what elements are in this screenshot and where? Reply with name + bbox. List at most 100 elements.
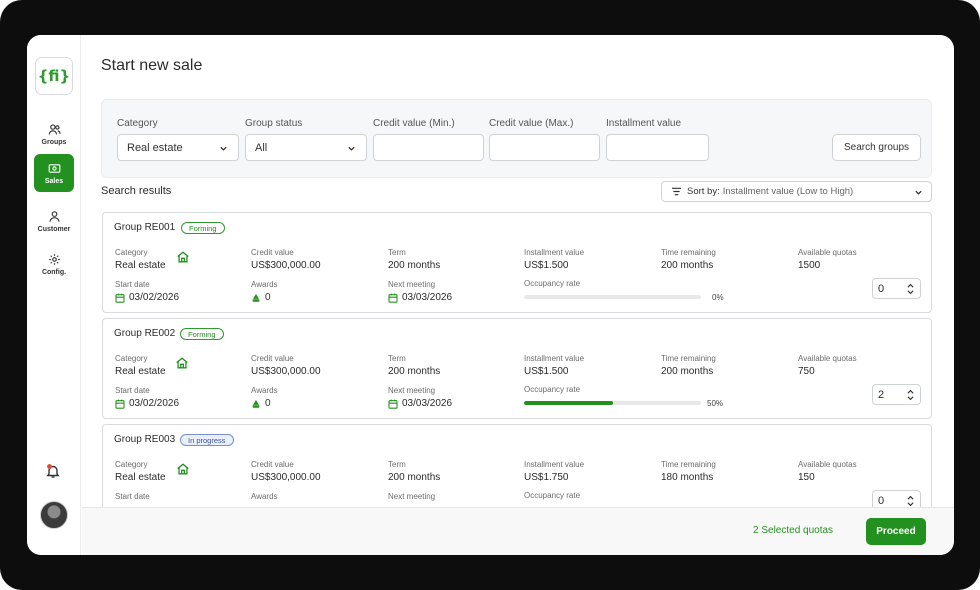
group-status-select-value: All bbox=[255, 141, 268, 154]
start-date-value: 03/02/2026 bbox=[129, 292, 180, 303]
installment-input[interactable] bbox=[606, 134, 709, 161]
occupancy-rate-label: Occupancy rate bbox=[524, 279, 581, 288]
start-date-label: Start date bbox=[115, 386, 150, 395]
stepper-arrows-icon[interactable] bbox=[906, 388, 915, 402]
stepper-arrows-icon[interactable] bbox=[906, 282, 915, 296]
time-remaining-label: Time remaining bbox=[661, 354, 716, 363]
calendar-icon bbox=[388, 293, 398, 303]
quantity-value: 0 bbox=[878, 494, 885, 507]
available-quotas-label: Available quotas bbox=[798, 248, 857, 257]
start-date-label: Start date bbox=[115, 492, 150, 501]
sidebar-item-customer[interactable]: Customer bbox=[34, 202, 74, 240]
occupancy-percent: 50% bbox=[707, 399, 724, 408]
credit-min-input[interactable] bbox=[373, 134, 484, 161]
group-name: Group RE001 bbox=[114, 222, 176, 233]
term-label: Term bbox=[388, 248, 406, 257]
gear-icon bbox=[48, 253, 60, 265]
installment-label: Installment value bbox=[606, 118, 682, 129]
category-label: Category bbox=[115, 460, 148, 469]
term-value: 200 months bbox=[388, 366, 441, 377]
awards-label: Awards bbox=[251, 386, 278, 395]
occupancy-bar-fill bbox=[524, 401, 613, 405]
term-value: 200 months bbox=[388, 260, 441, 271]
notification-bell-icon[interactable] bbox=[45, 463, 61, 479]
house-icon bbox=[177, 463, 189, 475]
app-logo[interactable]: {fi} bbox=[35, 57, 73, 95]
search-groups-button[interactable]: Search groups bbox=[832, 134, 921, 161]
credit-value: US$300,000.00 bbox=[251, 260, 321, 271]
quantity-value: 2 bbox=[878, 388, 885, 401]
term-value: 200 months bbox=[388, 472, 441, 483]
sidebar-item-label: Customer bbox=[37, 225, 71, 233]
proceed-button[interactable]: Proceed bbox=[866, 518, 926, 545]
sidebar-item-label: Groups bbox=[41, 138, 67, 146]
start-date-label: Start date bbox=[115, 280, 150, 289]
time-remaining-label: Time remaining bbox=[661, 248, 716, 257]
next-meeting-label: Next meeting bbox=[388, 280, 436, 289]
group-name: Group RE003 bbox=[114, 434, 176, 445]
credit-max-label: Credit value (Max.) bbox=[489, 118, 574, 129]
award-icon bbox=[252, 293, 260, 302]
credit-max-input[interactable] bbox=[489, 134, 600, 161]
sort-value: Installment value (Low to High) bbox=[722, 186, 854, 197]
time-remaining-label: Time remaining bbox=[661, 460, 716, 469]
time-remaining-value: 200 months bbox=[661, 366, 714, 377]
quantity-stepper[interactable]: 0 bbox=[872, 278, 921, 299]
calendar-icon bbox=[115, 293, 125, 303]
category-select[interactable]: Real estate bbox=[117, 134, 239, 161]
available-quotas-label: Available quotas bbox=[798, 460, 857, 469]
next-meeting-label: Next meeting bbox=[388, 386, 436, 395]
person-icon bbox=[48, 210, 60, 222]
quantity-stepper[interactable]: 2 bbox=[872, 384, 921, 405]
installment-value-label: Installment value bbox=[524, 354, 585, 363]
sort-label: Sort by: bbox=[687, 186, 720, 197]
sidebar: {fi} Groups Sales Customer Config. bbox=[27, 35, 81, 555]
installment-value-label: Installment value bbox=[524, 248, 585, 257]
occupancy-bar bbox=[524, 401, 701, 405]
sidebar-item-label: Config. bbox=[41, 268, 67, 276]
house-icon bbox=[176, 357, 188, 369]
chevron-down-icon bbox=[915, 190, 922, 195]
category-label: Category bbox=[115, 354, 148, 363]
credit-min-label: Credit value (Min.) bbox=[373, 118, 455, 129]
next-meeting-value: 03/03/2026 bbox=[402, 292, 453, 303]
credit-value-label: Credit value bbox=[251, 354, 294, 363]
installment-value: US$1.500 bbox=[524, 366, 569, 377]
award-icon bbox=[252, 399, 260, 408]
occupancy-rate-label: Occupancy rate bbox=[524, 491, 581, 500]
time-remaining-value: 200 months bbox=[661, 260, 714, 271]
category-value: Real estate bbox=[115, 472, 166, 483]
people-icon bbox=[48, 123, 61, 134]
app-screen: {fi} Groups Sales Customer Config. Start… bbox=[27, 35, 954, 555]
sidebar-item-label: Sales bbox=[44, 177, 64, 185]
term-label: Term bbox=[388, 460, 406, 469]
credit-value: US$300,000.00 bbox=[251, 366, 321, 377]
credit-value-label: Credit value bbox=[251, 460, 294, 469]
category-value: Real estate bbox=[115, 366, 166, 377]
sort-lines-icon bbox=[672, 187, 681, 196]
category-label: Category bbox=[117, 118, 158, 129]
chevron-down-icon bbox=[348, 146, 355, 151]
sidebar-item-groups[interactable]: Groups bbox=[34, 115, 74, 153]
group-name: Group RE002 bbox=[114, 328, 176, 339]
group-card: Group RE001 Forming Category Real estate… bbox=[102, 212, 932, 313]
sort-select[interactable]: Sort by: Installment value (Low to High) bbox=[661, 181, 932, 202]
occupancy-bar bbox=[524, 295, 701, 299]
stepper-arrows-icon[interactable] bbox=[906, 494, 915, 508]
sidebar-item-config[interactable]: Config. bbox=[34, 245, 74, 283]
avatar[interactable] bbox=[40, 501, 68, 529]
available-quotas-value: 750 bbox=[798, 366, 815, 377]
group-card: Group RE002 Forming Category Real estate… bbox=[102, 318, 932, 419]
house-icon bbox=[177, 251, 189, 263]
footer-bar bbox=[82, 507, 954, 555]
group-status-select[interactable]: All bbox=[245, 134, 367, 161]
awards-label: Awards bbox=[251, 492, 278, 501]
quantity-value: 0 bbox=[878, 282, 885, 295]
installment-value: US$1.750 bbox=[524, 472, 569, 483]
time-remaining-value: 180 months bbox=[661, 472, 714, 483]
credit-value-label: Credit value bbox=[251, 248, 294, 257]
money-icon bbox=[48, 163, 60, 173]
available-quotas-value: 1500 bbox=[798, 260, 821, 271]
sidebar-item-sales[interactable]: Sales bbox=[34, 154, 74, 192]
